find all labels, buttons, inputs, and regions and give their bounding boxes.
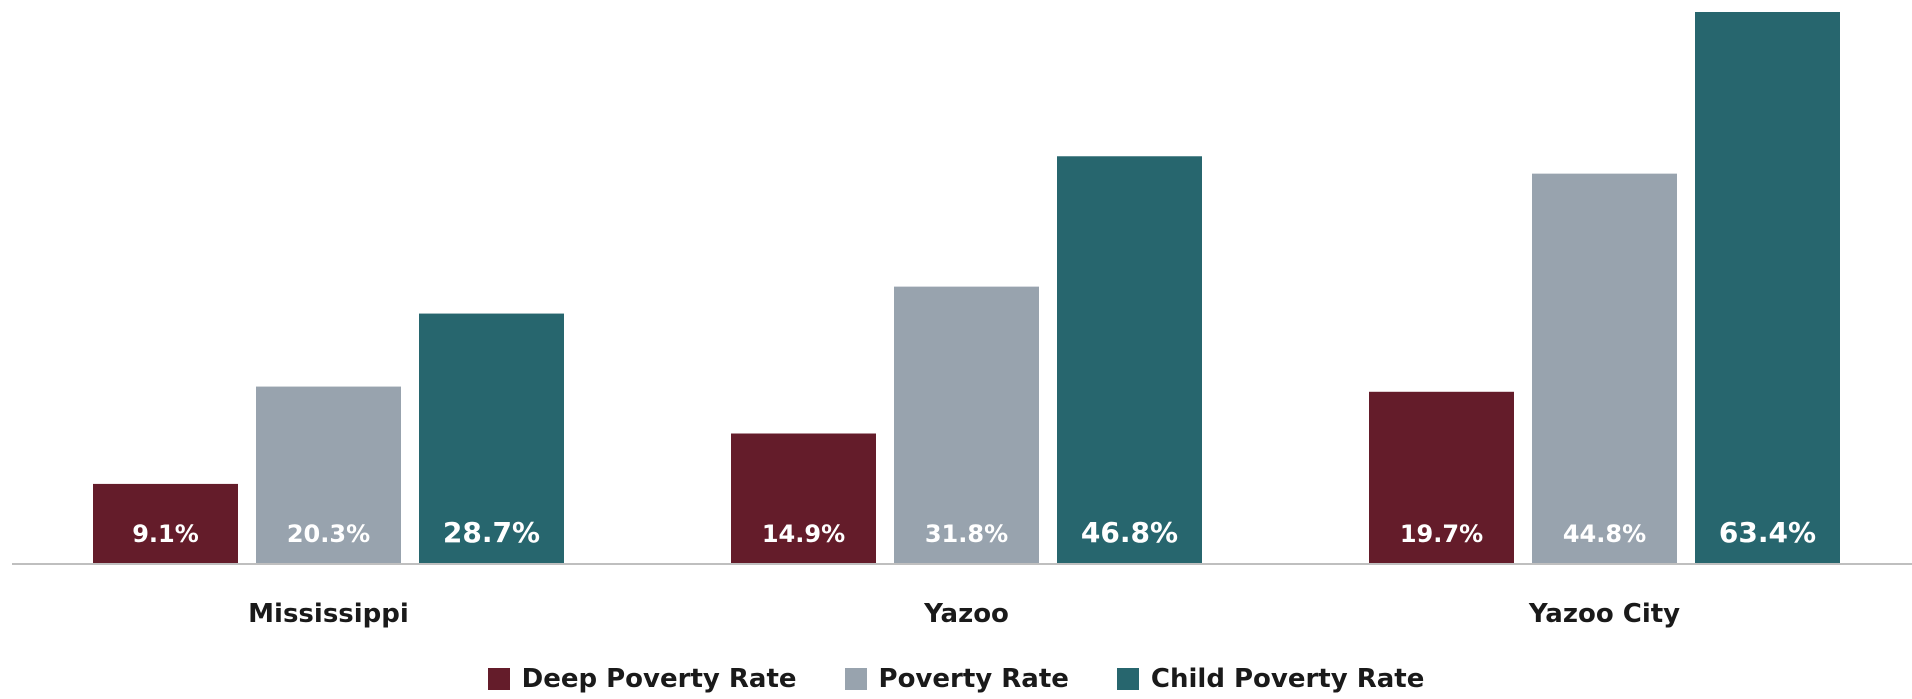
data-label-poverty-rate-yazoo-city: 44.8% [1563,520,1646,548]
legend-swatch-poverty [844,668,867,690]
legend-swatch-deep-poverty [487,668,510,690]
bar-poverty-rate-yazoo-city [1532,173,1677,563]
bar-child-poverty-rate-yazoo [1057,156,1202,564]
x-tick-label-yazoo: Yazoo [923,599,1009,629]
data-label-deep-poverty-rate-mississippi: 9.1% [132,520,199,548]
data-label-deep-poverty-rate-yazoo: 14.9% [762,520,845,548]
x-tick-label-mississippi: Mississippi [248,599,409,629]
legend-item-poverty: Poverty Rate [844,664,1069,694]
legend-item-child-poverty: Child Poverty Rate [1116,664,1425,694]
bar-child-poverty-rate-mississippi [419,313,564,563]
data-label-child-poverty-rate-yazoo-city: 63.4% [1719,516,1816,549]
data-label-poverty-rate-mississippi: 20.3% [287,520,370,548]
legend-label-child-poverty: Child Poverty Rate [1150,664,1425,694]
data-label-poverty-rate-yazoo: 31.8% [925,520,1008,548]
data-label-child-poverty-rate-yazoo: 46.8% [1081,516,1178,549]
legend-label-poverty: Poverty Rate [878,664,1069,694]
data-label-child-poverty-rate-mississippi: 28.7% [443,516,540,549]
legend-label-deep-poverty: Deep Poverty Rate [521,664,797,694]
data-label-deep-poverty-rate-yazoo-city: 19.7% [1400,520,1483,548]
bar-deep-poverty-rate-mississippi [93,483,238,563]
legend: Deep Poverty Rate Poverty Rate Child Pov… [0,664,1912,694]
bar-deep-poverty-rate-yazoo [731,433,876,563]
bar-poverty-rate-yazoo [894,286,1039,563]
x-tick-label-yazoo-city: Yazoo City [1528,599,1680,629]
bar-chart: 9.1% 20.3% 28.7% Mississippi 14.9% 31.8% 46.8%… [12,12,1912,629]
bar-deep-poverty-rate-yazoo-city [1369,391,1514,563]
legend-swatch-child-poverty [1116,668,1139,690]
bar-poverty-rate-mississippi [256,386,401,563]
bar-child-poverty-rate-yazoo-city [1695,12,1840,563]
legend-item-deep-poverty: Deep Poverty Rate [487,664,797,694]
